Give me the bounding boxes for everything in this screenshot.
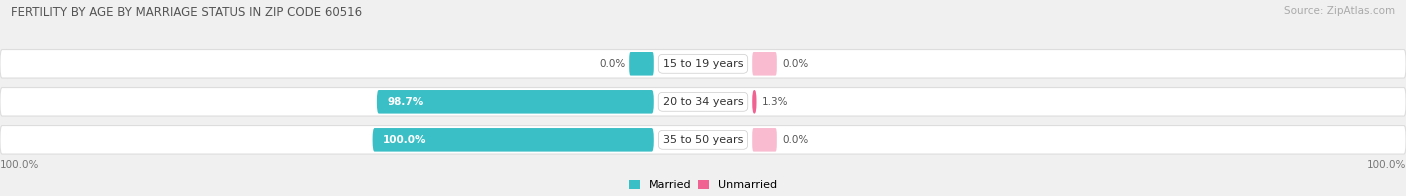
Text: 35 to 50 years: 35 to 50 years [662, 135, 744, 145]
FancyBboxPatch shape [0, 126, 1406, 154]
FancyBboxPatch shape [0, 50, 1406, 78]
Text: 100.0%: 100.0% [0, 160, 39, 170]
Text: FERTILITY BY AGE BY MARRIAGE STATUS IN ZIP CODE 60516: FERTILITY BY AGE BY MARRIAGE STATUS IN Z… [11, 6, 363, 19]
FancyBboxPatch shape [630, 52, 654, 76]
Text: Source: ZipAtlas.com: Source: ZipAtlas.com [1284, 6, 1395, 16]
Text: 100.0%: 100.0% [1367, 160, 1406, 170]
FancyBboxPatch shape [373, 128, 654, 152]
Text: 100.0%: 100.0% [382, 135, 426, 145]
FancyBboxPatch shape [752, 90, 756, 114]
FancyBboxPatch shape [377, 90, 654, 114]
Text: 0.0%: 0.0% [782, 59, 808, 69]
Text: 15 to 19 years: 15 to 19 years [662, 59, 744, 69]
FancyBboxPatch shape [0, 88, 1406, 116]
Text: 0.0%: 0.0% [599, 59, 626, 69]
FancyBboxPatch shape [752, 52, 778, 76]
Text: 20 to 34 years: 20 to 34 years [662, 97, 744, 107]
Text: 98.7%: 98.7% [388, 97, 423, 107]
FancyBboxPatch shape [752, 128, 778, 152]
Text: 0.0%: 0.0% [782, 135, 808, 145]
Text: 1.3%: 1.3% [762, 97, 789, 107]
Legend: Married, Unmarried: Married, Unmarried [628, 180, 778, 190]
